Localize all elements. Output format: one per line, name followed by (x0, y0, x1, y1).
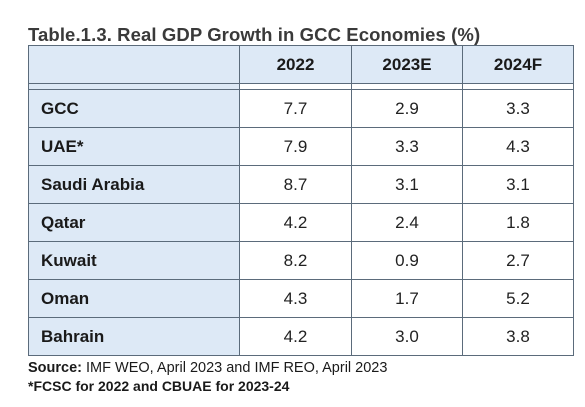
cell-value: 4.2 (239, 203, 352, 242)
column-header-2022: 2022 (239, 45, 352, 84)
cell-value: 3.8 (462, 317, 574, 356)
cell-value: 4.3 (462, 127, 574, 166)
cell-value: 1.7 (351, 279, 463, 318)
row-label-gcc: GCC (28, 89, 240, 128)
source-label: Source: (28, 360, 82, 376)
cell-value: 8.7 (239, 165, 352, 204)
table-spacer-row (28, 83, 574, 90)
row-label-bahrain: Bahrain (28, 317, 240, 356)
source-note: Source: IMF WEO, April 2023 and IMF REO,… (28, 360, 387, 376)
cell-value: 4.2 (239, 317, 352, 356)
row-label-oman: Oman (28, 279, 240, 318)
row-label-kuwait: Kuwait (28, 241, 240, 280)
cell-value: 7.9 (239, 127, 352, 166)
table-row: Bahrain 4.2 3.0 3.8 (28, 317, 574, 356)
cell-value: 8.2 (239, 241, 352, 280)
cell-value: 0.9 (351, 241, 463, 280)
cell-value: 5.2 (462, 279, 574, 318)
cell-value: 2.7 (462, 241, 574, 280)
column-header-2024f: 2024F (462, 45, 574, 84)
table-row: UAE* 7.9 3.3 4.3 (28, 127, 574, 166)
row-label-qatar: Qatar (28, 203, 240, 242)
cell-value: 7.7 (239, 89, 352, 128)
cell-value: 3.1 (351, 165, 463, 204)
table-title: Table.1.3. Real GDP Growth in GCC Econom… (28, 24, 481, 45)
table-row: Oman 4.3 1.7 5.2 (28, 279, 574, 318)
gdp-growth-table: 2022 2023E 2024F GCC 7.7 2.9 3.3 UAE* 7.… (28, 45, 574, 356)
column-header-country (28, 45, 240, 84)
cell-value: 3.1 (462, 165, 574, 204)
table-row: Kuwait 8.2 0.9 2.7 (28, 241, 574, 280)
source-text: IMF WEO, April 2023 and IMF REO, April 2… (82, 360, 388, 376)
cell-value: 2.4 (351, 203, 463, 242)
table-row: GCC 7.7 2.9 3.3 (28, 89, 574, 128)
cell-value: 3.3 (351, 127, 463, 166)
cell-value: 4.3 (239, 279, 352, 318)
row-label-saudi-arabia: Saudi Arabia (28, 165, 240, 204)
footnote: *FCSC for 2022 and CBUAE for 2023-24 (28, 378, 290, 394)
cell-value: 1.8 (462, 203, 574, 242)
column-header-2023e: 2023E (351, 45, 463, 84)
table-header-row: 2022 2023E 2024F (28, 45, 574, 84)
table-row: Saudi Arabia 8.7 3.1 3.1 (28, 165, 574, 204)
cell-value: 3.3 (462, 89, 574, 128)
row-label-uae: UAE* (28, 127, 240, 166)
cell-value: 2.9 (351, 89, 463, 128)
cell-value: 3.0 (351, 317, 463, 356)
table-row: Qatar 4.2 2.4 1.8 (28, 203, 574, 242)
